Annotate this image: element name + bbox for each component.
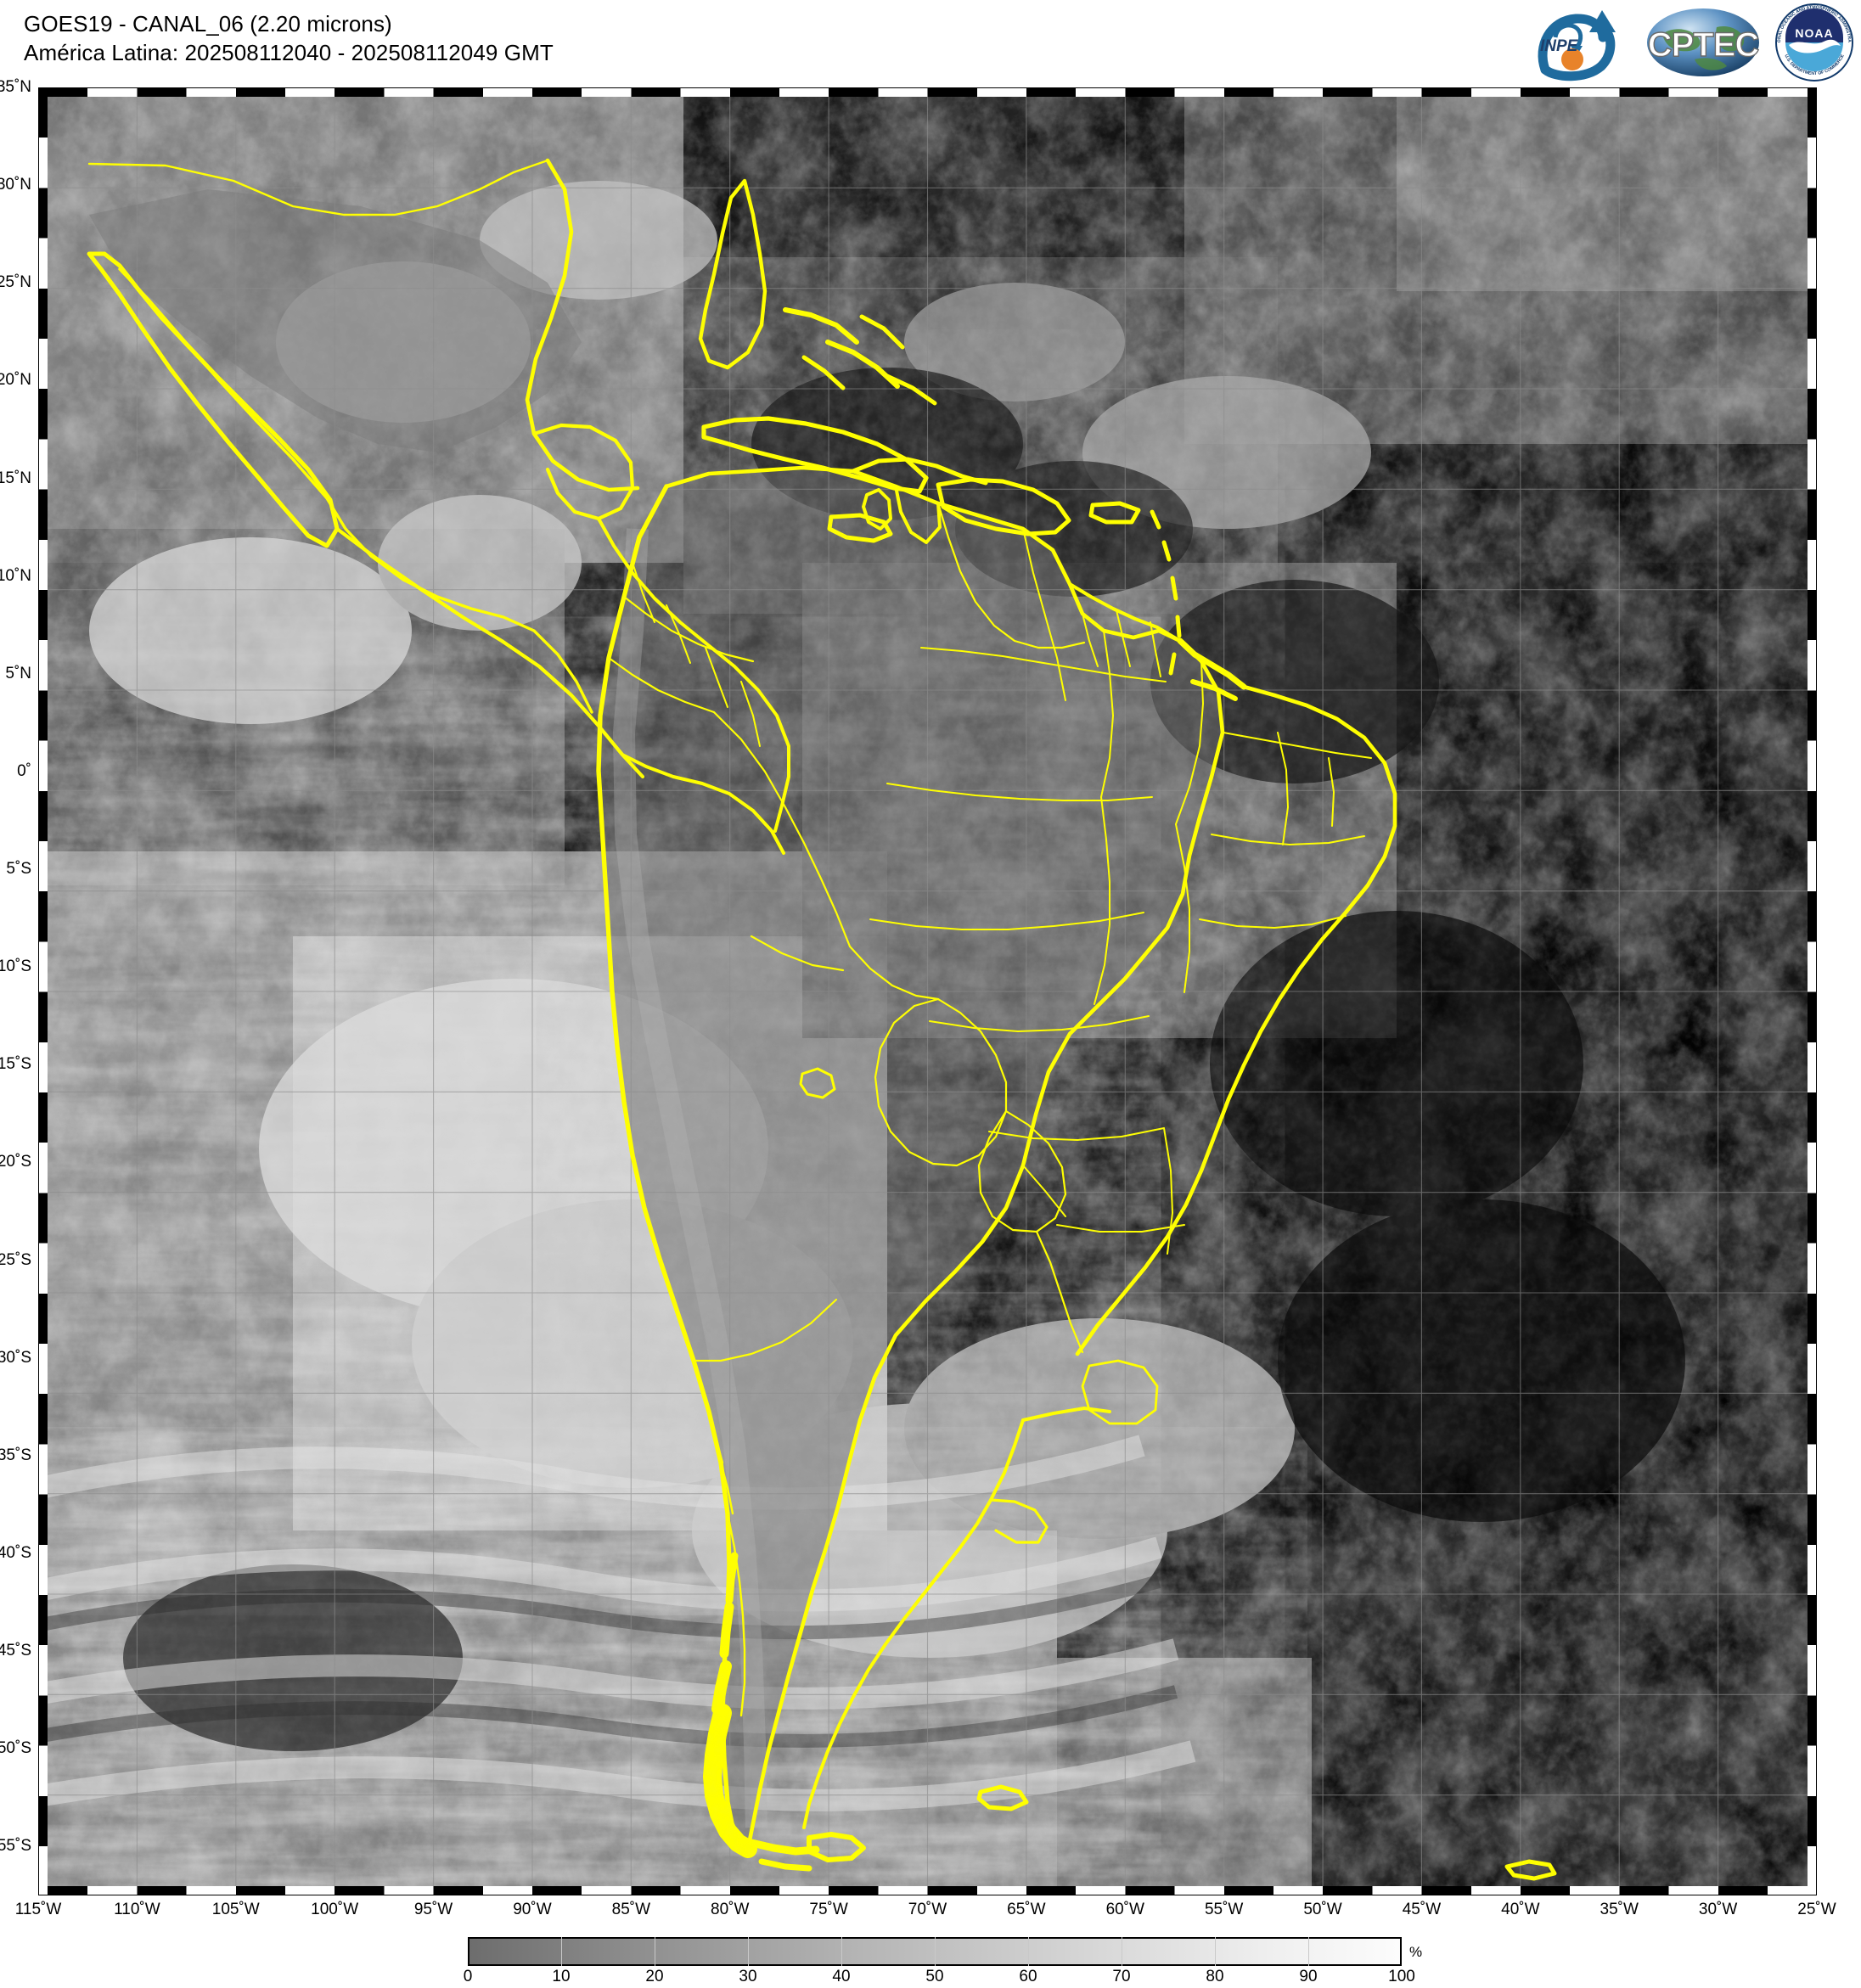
latitude-tick-label: 5˚N: [5, 664, 31, 682]
colorbar-tick-labels: 0 10 20 30 40 50 60 70 80 90 100: [464, 1968, 1415, 1988]
longitude-tick-label: 85˚W: [611, 1901, 651, 1918]
latitude-tick-label: 30˚S: [0, 1348, 31, 1367]
latitude-tick-label: 15˚S: [0, 1055, 31, 1074]
colorbar-tick: [1028, 1937, 1029, 1966]
colorbar-tick: [1215, 1937, 1216, 1966]
longitude-tick-label: 55˚W: [1204, 1901, 1244, 1918]
latitude-tick-label: 35˚N: [0, 78, 31, 96]
colorbar-ticks: [468, 1937, 1402, 1966]
latitude-tick-label: 25˚N: [0, 273, 31, 292]
longitude-tick-label: 50˚W: [1303, 1901, 1342, 1918]
longitude-tick-label: 70˚W: [908, 1901, 947, 1918]
latitude-tick-label: 30˚N: [0, 176, 31, 194]
latitude-axis: 35˚N 30˚N 25˚N 20˚N 15˚N 10˚N 5˚N 0˚ 5˚S 10˚S 15˚S…: [0, 78, 38, 1895]
longitude-tick-label: 80˚W: [711, 1901, 750, 1918]
colorbar-tick-label: 70: [1112, 1968, 1131, 1985]
colorbar: % 0 10 20 30 40 50 60 70 80 90 100: [0, 1937, 1861, 1985]
colorbar-tick-label: 50: [925, 1968, 944, 1985]
longitude-tick-label: 75˚W: [809, 1901, 848, 1918]
longitude-tick-label: 90˚W: [513, 1901, 552, 1918]
longitude-tick-label: 100˚W: [311, 1901, 359, 1918]
svg-text:NOAA: NOAA: [1795, 26, 1833, 40]
colorbar-unit-label: %: [1409, 1944, 1423, 1960]
svg-text:CPTEC: CPTEC: [1648, 26, 1759, 64]
colorbar-tick-label: 100: [1388, 1968, 1415, 1985]
header: GOES19 - CANAL_06 (2.20 microns) América…: [0, 0, 1861, 85]
latitude-tick-label: 35˚S: [0, 1446, 31, 1464]
longitude-tick-label: 110˚W: [114, 1901, 160, 1918]
longitude-tick-label: 95˚W: [413, 1901, 453, 1918]
longitude-tick-label: 45˚W: [1402, 1901, 1442, 1918]
longitude-tick-label: 115˚W: [14, 1901, 62, 1918]
noaa-logo: NOAA NATIONAL OCEANIC AND ATMOSPHERIC AD…: [1774, 3, 1853, 81]
colorbar-tick-label: 80: [1206, 1968, 1224, 1985]
inpe-logo: INPE: [1538, 10, 1616, 81]
colorbar-tick-label: 60: [1019, 1968, 1037, 1985]
longitude-tick-label: 65˚W: [1007, 1901, 1046, 1918]
logo-bar: INPE CPTEC NOAA: [1530, 2, 1854, 83]
colorbar-tick-label: 0: [463, 1968, 473, 1985]
longitude-tick-label: 35˚W: [1600, 1901, 1639, 1918]
colorbar-tick-label: 30: [739, 1968, 757, 1985]
longitude-tick-label: 30˚W: [1698, 1901, 1738, 1918]
latitude-tick-label: 55˚S: [0, 1837, 31, 1856]
cptec-logo: CPTEC: [1647, 8, 1760, 76]
colorbar-tick: [1308, 1937, 1309, 1966]
latitude-tick-label: 25˚S: [0, 1250, 31, 1269]
svg-text:INPE: INPE: [1540, 37, 1579, 55]
colorbar-tick-label: 20: [645, 1968, 664, 1985]
satellite-image[interactable]: [38, 87, 1817, 1895]
colorbar-tick-label: 40: [832, 1968, 851, 1985]
colorbar-tick: [748, 1937, 749, 1966]
longitude-tick-label: 105˚W: [211, 1901, 260, 1918]
colorbar-tick: [561, 1937, 562, 1966]
latitude-tick-label: 0˚: [17, 761, 31, 780]
page-title: GOES19 - CANAL_06 (2.20 microns) América…: [24, 10, 554, 68]
latitude-tick-label: 10˚S: [0, 957, 31, 976]
latitude-tick-label: 40˚S: [0, 1544, 31, 1563]
latitude-tick-label: 20˚S: [0, 1153, 31, 1171]
latitude-tick-label: 20˚N: [0, 371, 31, 390]
colorbar-tick-label: 10: [552, 1968, 571, 1985]
longitude-axis: 115˚W 110˚W 105˚W 100˚W 95˚W 90˚W 85˚W 80˚W 75˚W…: [15, 1901, 1836, 1924]
title-line-satellite-channel: GOES19 - CANAL_06 (2.20 microns): [24, 11, 392, 37]
colorbar-tick: [935, 1937, 936, 1966]
longitude-tick-label: 25˚W: [1797, 1901, 1836, 1918]
longitude-tick-label: 60˚W: [1105, 1901, 1144, 1918]
latitude-tick-label: 15˚N: [0, 469, 31, 487]
latitude-tick-label: 50˚S: [0, 1739, 31, 1758]
latitude-tick-label: 45˚S: [0, 1642, 31, 1660]
latitude-tick-label: 10˚N: [0, 566, 31, 585]
colorbar-tick-label: 90: [1299, 1968, 1318, 1985]
title-line-region-time: América Latina: 202508112040 - 202508112…: [24, 39, 554, 65]
latitude-tick-label: 5˚S: [6, 860, 31, 879]
longitude-tick-label: 40˚W: [1501, 1901, 1540, 1918]
satellite-map[interactable]: [38, 87, 1817, 1895]
colorbar-tick: [841, 1937, 842, 1966]
